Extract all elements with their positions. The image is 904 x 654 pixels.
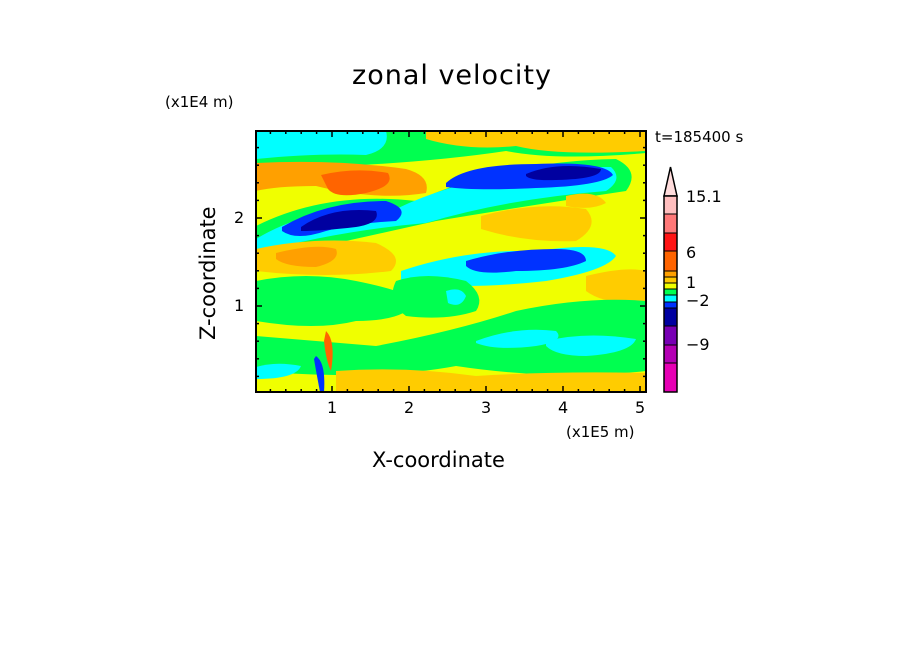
colorbar-label: −2 <box>686 291 710 310</box>
contour-region <box>476 329 559 348</box>
contour-region <box>526 165 601 181</box>
contour-region <box>256 363 301 379</box>
x-axis-label: X-coordinate <box>372 448 505 472</box>
colorbar-label: 6 <box>686 243 697 262</box>
y-tick-label: 1 <box>234 296 245 315</box>
colorbar-segment <box>663 307 678 327</box>
contour-region <box>446 289 466 305</box>
contour-region <box>256 131 387 159</box>
contour-region <box>546 335 636 356</box>
contour-region <box>324 331 333 371</box>
colorbar-segment <box>663 301 678 309</box>
axis-ticks <box>256 131 646 392</box>
colorbar-segment <box>663 213 678 234</box>
time-label: t=185400 s <box>655 128 744 146</box>
contour-region <box>314 356 325 392</box>
colorbar-segment <box>663 325 678 346</box>
contour-region <box>566 193 606 208</box>
x-axis-unit: (x1E5 m) <box>566 423 635 441</box>
chart-title: zonal velocity <box>352 60 552 91</box>
contour-region <box>276 246 337 267</box>
colorbar-frame <box>663 195 678 393</box>
x-tick-label: 1 <box>327 398 338 417</box>
contour-region <box>392 276 480 318</box>
colorbar-segment <box>663 288 678 296</box>
contour-region <box>466 249 586 273</box>
contour-region <box>481 206 592 242</box>
x-tick-label: 5 <box>635 398 646 417</box>
x-tick-label: 2 <box>404 398 415 417</box>
colorbar-segment <box>663 276 678 284</box>
colorbar-label: −9 <box>686 335 710 354</box>
colorbar-segment <box>663 232 678 252</box>
x-tick-label: 4 <box>558 398 569 417</box>
colorbar-label: 1 <box>686 273 697 292</box>
colorbar-segment <box>663 362 678 393</box>
colorbar-label: 15.1 <box>686 187 722 206</box>
colorbar-segment <box>663 270 678 278</box>
contour-region <box>301 210 377 231</box>
colorbar-segment <box>663 344 678 364</box>
contour-region <box>426 131 646 153</box>
colorbar-extend-triangle <box>663 166 678 197</box>
colorbar-segment <box>663 282 678 290</box>
colorbar <box>663 166 678 393</box>
contour-region <box>256 299 646 375</box>
contour-field <box>256 131 646 392</box>
contour-region <box>321 170 390 196</box>
contour-region <box>586 269 646 303</box>
colorbar-segment <box>663 294 678 303</box>
colorbar-segment <box>663 195 678 215</box>
contour-region <box>336 369 646 392</box>
colorbar-segment <box>663 250 678 272</box>
plot-frame <box>255 130 647 393</box>
x-tick-label: 3 <box>481 398 492 417</box>
contour-region <box>256 276 416 326</box>
y-tick-label: 2 <box>234 208 245 227</box>
y-axis-unit: (x1E4 m) <box>165 93 234 111</box>
contour-region <box>256 166 617 253</box>
